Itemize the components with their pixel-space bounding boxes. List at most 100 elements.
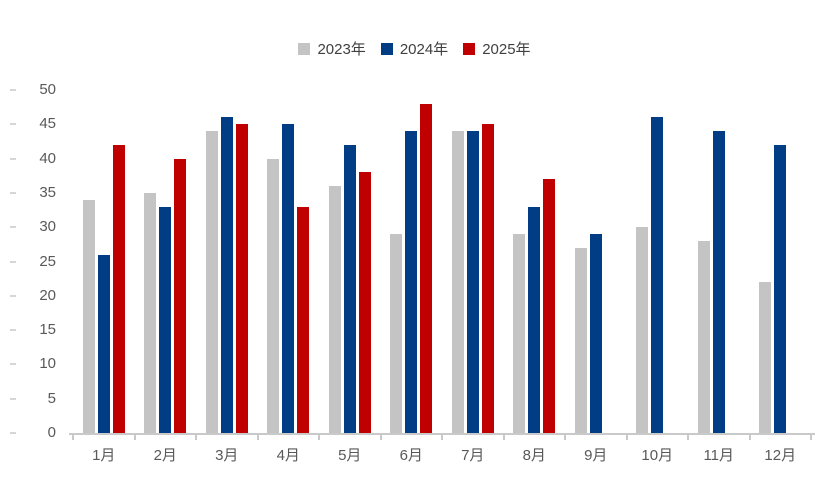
bar-2023年-5月 <box>328 186 341 433</box>
bar-2023年-12月 <box>759 282 772 433</box>
bar-2024年-8月 <box>528 207 541 433</box>
bar-2024年-3月 <box>220 117 233 433</box>
legend-label: 2025年 <box>482 41 531 58</box>
x-axis-tick-mark <box>379 435 382 440</box>
x-axis-tick-mark <box>748 435 751 440</box>
legend-swatch-icon <box>463 42 476 55</box>
bar-group-2月 <box>135 90 197 433</box>
bar-2024年-6月 <box>405 131 418 433</box>
legend-item-2024年: 2024年 <box>380 38 449 59</box>
x-axis-tick-mark <box>502 435 505 440</box>
bar-group-12月 <box>750 90 812 433</box>
x-axis-category-label: 3月 <box>215 447 239 464</box>
x-axis-tick-mark <box>441 435 443 440</box>
y-axis-tick-mark <box>10 294 16 297</box>
y-axis-tick-label: 50 <box>39 81 56 98</box>
bar-2023年-4月 <box>267 159 280 433</box>
legend-item-2023年: 2023年 <box>298 38 366 59</box>
bar-2025年-8月 <box>543 179 556 433</box>
legend-label: 2023年 <box>317 41 366 58</box>
bar-2023年-8月 <box>513 234 526 433</box>
x-axis-category-label: 2月 <box>153 447 177 464</box>
x-axis-category-label: 5月 <box>338 447 362 464</box>
y-axis-tick-mark <box>10 123 16 126</box>
bar-group-11月 <box>688 90 750 433</box>
bar-group-9月 <box>565 90 627 433</box>
y-axis-tick-label: 10 <box>39 355 56 373</box>
y-axis-tick-mark <box>10 329 16 332</box>
bar-2024年-11月 <box>712 131 725 433</box>
y-axis-tick-label: 25 <box>39 252 56 270</box>
bar-2023年-3月 <box>205 131 218 433</box>
x-axis-tick-mark <box>810 435 812 440</box>
bar-2023年-9月 <box>574 248 587 433</box>
bar-2025年-6月 <box>420 104 433 433</box>
x-axis-tick-mark <box>133 435 136 440</box>
legend-label: 2024年 <box>399 41 449 58</box>
y-axis-tick-mark <box>10 363 16 366</box>
y-axis-tick-label: 20 <box>39 286 56 304</box>
bar-2025年-3月 <box>235 124 248 433</box>
y-axis-tick-label: 45 <box>39 115 56 133</box>
y-axis-tick-label: 40 <box>39 149 56 167</box>
bar-2023年-11月 <box>697 241 710 433</box>
y-axis-tick-mark <box>10 397 16 400</box>
x-axis-category-label: 12月 <box>764 447 797 464</box>
legend-swatch-icon <box>380 42 393 55</box>
x-axis-tick-mark <box>256 435 259 440</box>
x-axis-tick-mark <box>195 435 197 440</box>
y-axis-tick-label: 35 <box>39 183 56 201</box>
bar-2024年-10月 <box>651 117 664 433</box>
bar-2025年-2月 <box>174 159 187 433</box>
y-axis-tick-label: 0 <box>47 424 56 441</box>
bar-group-5月 <box>319 90 381 433</box>
bar-2024年-4月 <box>282 124 295 433</box>
x-axis-tick-mark <box>318 435 320 440</box>
bar-2025年-4月 <box>297 207 310 433</box>
bar-2024年-12月 <box>774 145 787 433</box>
y-axis-tick-mark <box>10 191 16 194</box>
bar-2024年-9月 <box>589 234 602 433</box>
legend-swatch-icon <box>298 42 311 55</box>
x-axis-tick-mark <box>687 435 689 440</box>
y-axis-tick-mark <box>10 157 16 160</box>
bar-2023年-10月 <box>636 227 649 433</box>
y-axis-tick-mark <box>10 432 16 434</box>
x-axis-category-label: 7月 <box>461 447 485 464</box>
bar-group-4月 <box>258 90 320 433</box>
bar-group-10月 <box>627 90 689 433</box>
bar-2024年-5月 <box>343 145 356 433</box>
bar-2023年-2月 <box>144 193 157 433</box>
x-axis-tick-mark <box>625 435 628 440</box>
bar-group-8月 <box>504 90 566 433</box>
bar-2023年-7月 <box>451 131 464 433</box>
bar-group-7月 <box>442 90 504 433</box>
x-axis-category-label: 10月 <box>641 447 674 464</box>
bar-group-6月 <box>381 90 443 433</box>
chart-legend: 2023年 2024年 2025年 <box>0 38 829 59</box>
bar-2024年-1月 <box>97 255 110 433</box>
y-axis-tick-mark <box>10 260 16 263</box>
x-axis-category-label: 11月 <box>703 447 735 464</box>
bar-2023年-6月 <box>390 234 403 433</box>
bar-2025年-7月 <box>481 124 494 433</box>
x-axis-line <box>69 433 815 435</box>
x-axis-tick-mark <box>72 435 74 440</box>
y-axis-tick-mark <box>10 226 16 229</box>
y-axis-tick-label: 5 <box>47 389 56 407</box>
bar-2023年-1月 <box>82 200 95 433</box>
y-axis-tick-mark <box>10 89 16 91</box>
bar-2024年-2月 <box>159 207 172 433</box>
x-axis-category-label: 4月 <box>276 447 300 464</box>
bar-2025年-5月 <box>358 172 371 433</box>
x-axis-category-label: 8月 <box>522 447 546 464</box>
bar-2024年-7月 <box>466 131 479 433</box>
bar-2025年-1月 <box>112 145 125 433</box>
x-axis-tick-mark <box>564 435 566 440</box>
bar-group-3月 <box>196 90 258 433</box>
legend-item-2025年: 2025年 <box>463 38 531 59</box>
bar-group-1月 <box>73 90 135 433</box>
y-axis-tick-label: 30 <box>39 218 56 236</box>
x-axis-category-label: 1月 <box>92 447 116 464</box>
